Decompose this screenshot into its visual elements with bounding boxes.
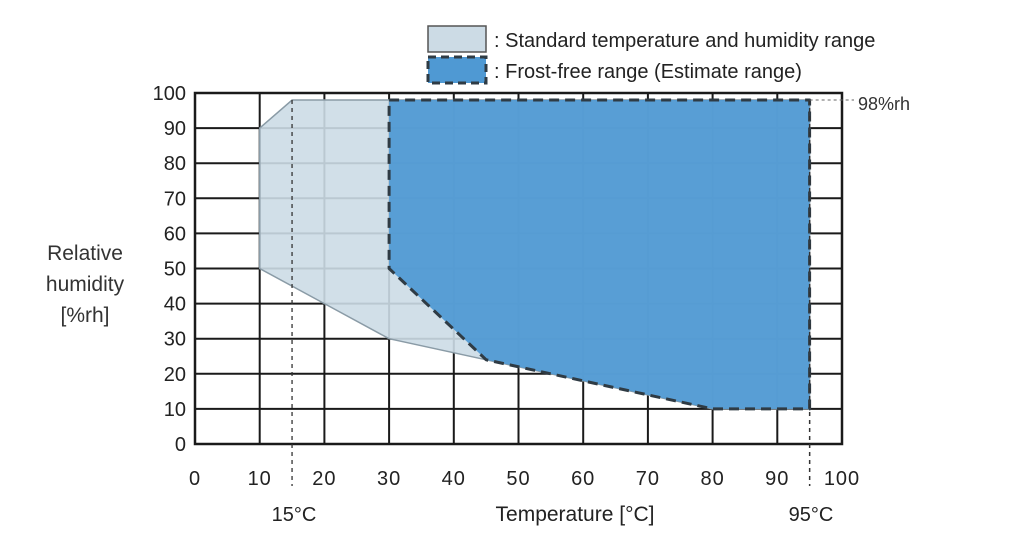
legend: : Standard temperature and humidity rang… — [426, 25, 875, 85]
y-tick-label-80: 80 — [164, 153, 186, 175]
x-tick-label-80: 80 — [700, 468, 724, 490]
legend-label-standard: : Standard temperature and humidity rang… — [494, 30, 875, 52]
plot-border — [193, 91, 844, 446]
y-tick-label-60: 60 — [164, 223, 186, 245]
x-axis-label: Temperature [°C] — [496, 503, 655, 526]
x-tick-label-60: 60 — [571, 468, 595, 490]
temp-low-label: 15°C — [272, 504, 317, 526]
x-tick-label-50: 50 — [506, 468, 530, 490]
x-tick-label-90: 90 — [765, 468, 789, 490]
x-tick-label-40: 40 — [442, 468, 466, 490]
x-tick-label-10: 10 — [248, 468, 272, 490]
y-tick-label-70: 70 — [164, 188, 186, 210]
x-tick-label-30: 30 — [377, 468, 401, 490]
humidity-limit-label: 98%rh — [858, 94, 910, 114]
y-tick-label-20: 20 — [164, 364, 186, 386]
legend-label-frost-free: : Frost-free range (Estimate range) — [494, 61, 802, 83]
y-tick-label-40: 40 — [164, 294, 186, 316]
y-tick-label-30: 30 — [164, 329, 186, 351]
y-tick-label-100: 100 — [153, 83, 186, 105]
x-tick-label-0: 0 — [189, 468, 201, 490]
y-tick-label-10: 10 — [164, 399, 186, 421]
x-tick-label-70: 70 — [636, 468, 660, 490]
y-axis-label-line-3: [%rh] — [60, 304, 110, 327]
legend-swatch-standard — [427, 25, 487, 53]
y-axis-label-line-2: humidity — [45, 273, 125, 296]
legend-swatch-frost-free — [426, 55, 488, 85]
plot-area: 0 10 20 30 40 50 60 70 80 90 100 0 10 20 30 40 50 60 70 80 9… — [153, 83, 910, 526]
y-tick-label-90: 90 — [164, 118, 186, 140]
y-tick-label-50: 50 — [164, 259, 186, 281]
frost-free-range-area — [387, 98, 812, 411]
y-tick-label-0: 0 — [175, 434, 186, 456]
y-axis-label: Relative humidity [%rh] — [20, 238, 150, 331]
y-axis-label-line-1: Relative — [47, 242, 123, 265]
x-tick-label-20: 20 — [312, 468, 336, 490]
temp-high-label: 95°C — [789, 504, 834, 526]
x-tick-label-100: 100 — [824, 468, 860, 490]
